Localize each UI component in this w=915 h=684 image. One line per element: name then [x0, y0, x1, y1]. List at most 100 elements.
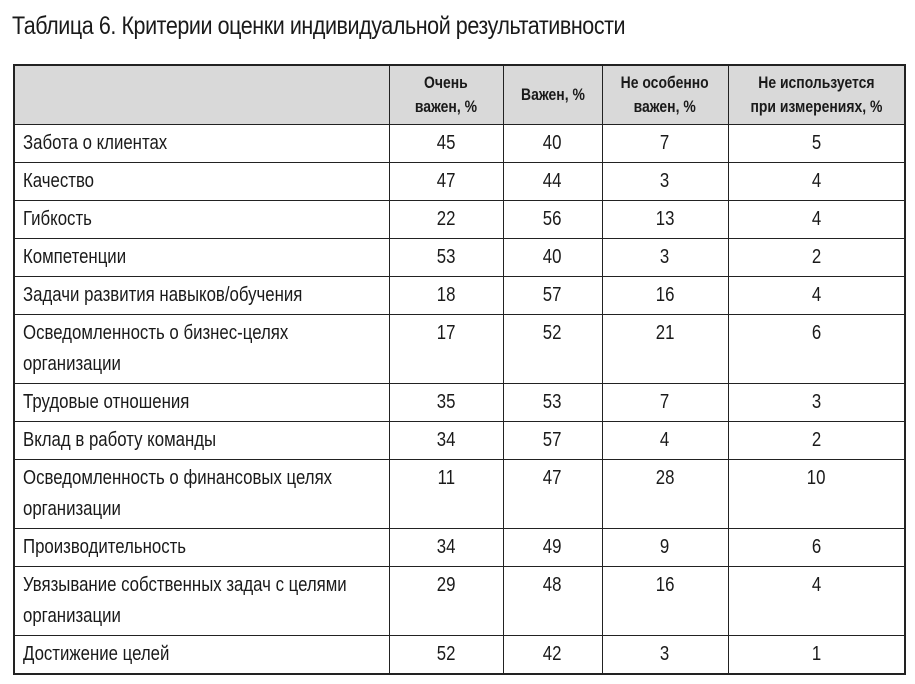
important-value-cell: 40 — [502, 238, 603, 277]
not-very-important-value: 28 — [655, 467, 675, 489]
not-very-important-value: 16 — [655, 574, 675, 596]
not-very-important-value: 4 — [660, 429, 670, 451]
not-used-value-cell: 4 — [727, 566, 906, 636]
header-criterion — [13, 64, 390, 125]
not-used-value: 4 — [811, 170, 821, 192]
header-very-important: Очень важен, % — [388, 64, 504, 125]
criterion-cell: Производительность — [13, 528, 390, 567]
not-used-value: 10 — [806, 467, 826, 489]
important-value: 57 — [543, 284, 562, 306]
important-value: 56 — [543, 208, 562, 230]
table-row: Осведомленность о финансовых целях органи… — [13, 459, 906, 529]
table-row: Достижение целей 52 42 3 1 — [13, 635, 906, 675]
not-used-value: 4 — [811, 208, 821, 230]
criterion-name: Достижение целей — [23, 643, 170, 665]
criterion-name: Осведомленность о финансовых целях — [23, 467, 333, 489]
very-important-value: 34 — [436, 429, 456, 451]
not-very-important-value-cell: 3 — [601, 635, 729, 675]
not-used-value-cell: 1 — [727, 635, 906, 675]
not-used-value-cell: 4 — [727, 276, 906, 315]
criterion-cell: Забота о клиентах — [13, 124, 390, 163]
criterion-name-continued: организации — [23, 605, 121, 627]
header-important: Важен, % — [502, 64, 603, 125]
criteria-table: Очень важен, % Важен, % Не особенно важе… — [13, 64, 906, 675]
very-important-value: 17 — [436, 322, 456, 344]
not-very-important-value: 13 — [655, 208, 675, 230]
very-important-value-cell: 18 — [388, 276, 504, 315]
not-very-important-value: 16 — [655, 284, 675, 306]
table-row: Задачи развития навыков/обучения 18 57 16 4 — [13, 276, 906, 315]
important-value: 40 — [543, 246, 562, 268]
important-value-cell: 57 — [502, 421, 603, 460]
not-used-value-cell: 4 — [727, 162, 906, 201]
not-very-important-value-cell: 7 — [601, 383, 729, 422]
table-row: Гибкость 22 56 13 4 — [13, 200, 906, 239]
not-very-important-value-cell: 7 — [601, 124, 729, 163]
criterion-name: Забота о клиентах — [23, 132, 168, 154]
table-title: Таблица 6. Критерии оценки индивидуально… — [12, 12, 626, 40]
criterion-cell: Осведомленность о финансовых целях органи… — [13, 459, 390, 529]
important-value: 47 — [543, 467, 562, 489]
criterion-name: Задачи развития навыков/обучения — [23, 284, 303, 306]
important-value-cell: 53 — [502, 383, 603, 422]
important-value-cell: 48 — [502, 566, 603, 636]
very-important-value-cell: 35 — [388, 383, 504, 422]
criterion-name: Трудовые отношения — [23, 391, 190, 413]
not-used-value-cell: 4 — [727, 200, 906, 239]
criterion-name: Производительность — [23, 536, 187, 558]
header-row: Очень важен, % Важен, % Не особенно важе… — [13, 64, 906, 125]
criterion-cell: Вклад в работу команды — [13, 421, 390, 460]
important-value: 42 — [543, 643, 562, 665]
very-important-value-cell: 45 — [388, 124, 504, 163]
not-used-value: 5 — [811, 132, 821, 154]
very-important-value-cell: 17 — [388, 314, 504, 384]
criterion-cell: Компетенции — [13, 238, 390, 277]
not-very-important-value-cell: 13 — [601, 200, 729, 239]
very-important-value: 18 — [436, 284, 456, 306]
important-value-cell: 52 — [502, 314, 603, 384]
header-not-used: Не используется при измерениях, % — [727, 64, 906, 125]
important-value: 49 — [543, 536, 562, 558]
not-very-important-value-cell: 9 — [601, 528, 729, 567]
very-important-value: 52 — [436, 643, 456, 665]
not-very-important-value-cell: 21 — [601, 314, 729, 384]
criterion-name: Компетенции — [23, 246, 127, 268]
not-very-important-value-cell: 16 — [601, 276, 729, 315]
table-row: Осведомленность о бизнес-целях организаци… — [13, 314, 906, 384]
important-value-cell: 40 — [502, 124, 603, 163]
very-important-value: 45 — [436, 132, 456, 154]
not-used-value-cell: 6 — [727, 528, 906, 567]
important-value: 44 — [543, 170, 562, 192]
important-value: 40 — [543, 132, 562, 154]
not-used-value: 3 — [811, 391, 821, 413]
important-value-cell: 44 — [502, 162, 603, 201]
not-very-important-value-cell: 16 — [601, 566, 729, 636]
important-value-cell: 56 — [502, 200, 603, 239]
not-used-value-cell: 6 — [727, 314, 906, 384]
very-important-value-cell: 34 — [388, 421, 504, 460]
not-very-important-value: 7 — [660, 132, 670, 154]
criterion-name: Увязывание собственных задач с целями — [23, 574, 347, 596]
table-row: Компетенции 53 40 3 2 — [13, 238, 906, 277]
important-value: 48 — [543, 574, 562, 596]
important-value-cell: 49 — [502, 528, 603, 567]
criterion-cell: Трудовые отношения — [13, 383, 390, 422]
not-very-important-value: 21 — [655, 322, 675, 344]
not-used-value: 6 — [811, 536, 821, 558]
not-very-important-value: 3 — [660, 170, 670, 192]
not-very-important-value-cell: 28 — [601, 459, 729, 529]
criterion-name-continued: организации — [23, 498, 121, 520]
header-not-very-important: Не особенно важен, % — [601, 64, 729, 125]
very-important-value-cell: 34 — [388, 528, 504, 567]
not-used-value-cell: 2 — [727, 421, 906, 460]
very-important-value-cell: 53 — [388, 238, 504, 277]
very-important-value: 22 — [436, 208, 456, 230]
not-very-important-value-cell: 4 — [601, 421, 729, 460]
important-value-cell: 47 — [502, 459, 603, 529]
criterion-name: Качество — [23, 170, 95, 192]
important-value: 52 — [543, 322, 562, 344]
not-used-value: 4 — [811, 284, 821, 306]
criterion-cell: Достижение целей — [13, 635, 390, 675]
not-used-value: 4 — [811, 574, 821, 596]
very-important-value-cell: 22 — [388, 200, 504, 239]
